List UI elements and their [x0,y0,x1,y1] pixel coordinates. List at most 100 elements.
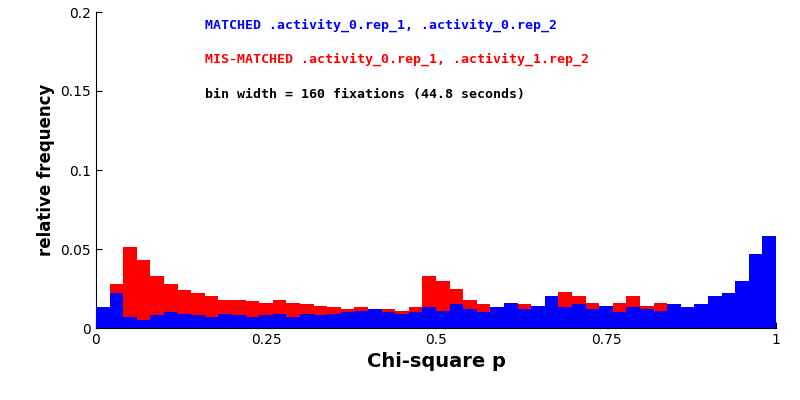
Bar [708,315,722,328]
Bar [749,322,762,328]
Bar [531,306,545,328]
Bar [640,309,654,328]
Bar [327,308,341,328]
Bar [300,314,314,328]
Bar [545,296,558,328]
Bar [504,303,518,328]
Bar [477,312,490,328]
Bar [314,315,327,328]
Bar [586,303,599,328]
Bar [640,306,654,328]
Bar [395,311,409,328]
Bar [599,306,613,328]
Bar [422,308,436,328]
Bar [286,303,300,328]
Bar [368,311,382,328]
Bar [599,308,613,328]
Bar [463,309,477,328]
Bar [218,314,232,328]
Bar [450,288,463,328]
Bar [286,317,300,328]
Bar [178,290,191,328]
Bar [586,309,599,328]
Bar [273,314,286,328]
Bar [654,303,667,328]
Bar [164,284,178,328]
Bar [572,296,586,328]
Bar [681,312,694,328]
Bar [327,314,341,328]
Bar [572,304,586,328]
Bar [626,308,640,328]
Bar [654,311,667,328]
Bar [246,301,259,328]
Bar [178,314,191,328]
Bar [450,304,463,328]
Bar [191,293,205,328]
Bar [246,317,259,328]
Bar [749,254,762,328]
Text: MATCHED .activity_0.rep_1, .activity_0.rep_2: MATCHED .activity_0.rep_1, .activity_0.r… [205,18,557,32]
Bar [762,236,776,328]
Bar [626,296,640,328]
Bar [422,276,436,328]
Bar [490,308,504,328]
Bar [123,317,137,328]
Bar [382,312,395,328]
Text: MIS-MATCHED .activity_0.rep_1, .activity_1.rep_2: MIS-MATCHED .activity_0.rep_1, .activity… [205,53,589,66]
Bar [558,308,572,328]
Bar [667,304,681,328]
Bar [300,304,314,328]
Bar [722,312,735,328]
Bar [150,315,164,328]
Bar [150,276,164,328]
Bar [368,309,382,328]
Bar [110,293,123,328]
Bar [694,304,708,328]
Bar [205,317,218,328]
Bar [123,248,137,328]
Bar [354,308,368,328]
Bar [613,312,626,328]
Bar [667,308,681,328]
Bar [694,314,708,328]
Bar [558,292,572,328]
Text: bin width = 160 fixations (44.8 seconds): bin width = 160 fixations (44.8 seconds) [205,88,525,101]
Bar [463,300,477,328]
Bar [96,308,110,328]
Bar [504,309,518,328]
Bar [708,296,722,328]
Y-axis label: relative frequency: relative frequency [37,84,55,256]
Bar [191,315,205,328]
Bar [436,281,450,328]
Bar [409,308,422,328]
Bar [259,303,273,328]
Bar [545,301,558,328]
Bar [722,293,735,328]
Bar [218,300,232,328]
Bar [341,309,354,328]
Bar [137,320,150,328]
Bar [490,308,504,328]
Bar [110,284,123,328]
Bar [436,311,450,328]
Bar [735,281,749,328]
Bar [232,300,246,328]
Bar [232,315,246,328]
Bar [531,306,545,328]
Bar [518,304,531,328]
Bar [681,308,694,328]
Bar [205,296,218,328]
Bar [477,304,490,328]
Bar [259,315,273,328]
Bar [354,311,368,328]
Bar [164,312,178,328]
Bar [273,300,286,328]
Bar [314,306,327,328]
Bar [735,317,749,328]
Bar [613,303,626,328]
Bar [137,260,150,328]
Bar [518,309,531,328]
Bar [96,323,110,328]
X-axis label: Chi-square p: Chi-square p [366,352,506,372]
